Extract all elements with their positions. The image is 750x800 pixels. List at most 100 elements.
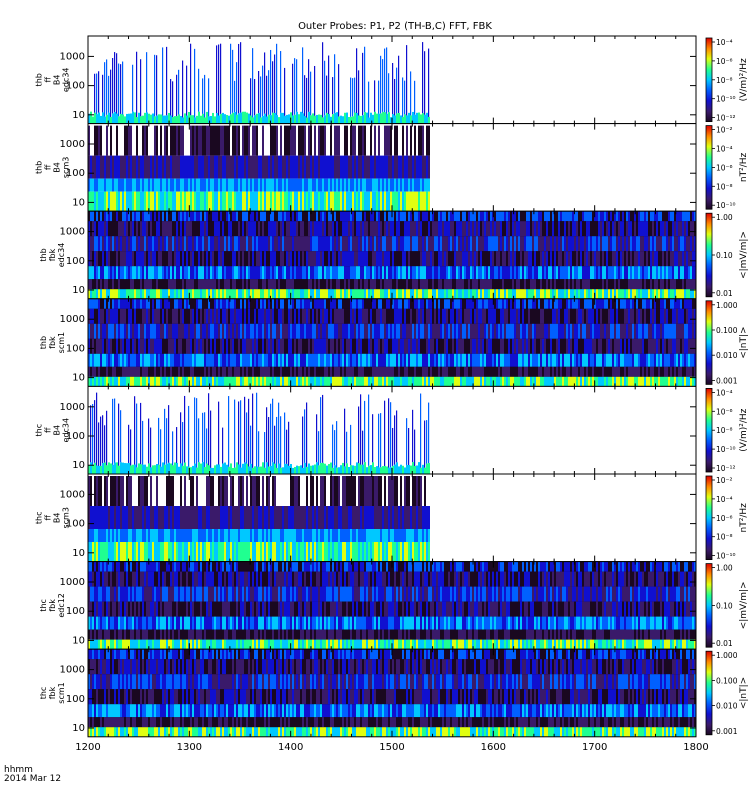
spectral-cell — [252, 289, 254, 299]
spectral-cell — [256, 323, 258, 339]
spectral-cell — [468, 308, 470, 324]
spectral-cell — [194, 289, 196, 299]
spectral-cell — [690, 266, 692, 280]
spectral-cell — [384, 112, 386, 124]
spectral-cell — [410, 353, 412, 367]
spectral-cell — [370, 211, 372, 222]
spectral-cell — [104, 116, 106, 124]
spectral-cell — [362, 125, 364, 156]
spectral-cell — [290, 266, 292, 280]
spectral-cell — [342, 125, 344, 156]
spectral-cell — [384, 178, 386, 192]
spectral-cell — [256, 125, 258, 156]
spectral-cell — [310, 211, 312, 222]
spectral-cell — [246, 308, 248, 324]
spectral-cell — [244, 353, 246, 367]
spectral-cell — [238, 279, 240, 290]
spectral-cell — [404, 80, 406, 115]
spectral-cell — [652, 236, 654, 252]
spectral-cell — [550, 366, 552, 377]
spectral-cell — [486, 279, 488, 290]
spectral-cell — [484, 289, 486, 299]
spectral-cell — [312, 236, 314, 252]
spectral-cell — [618, 279, 620, 290]
spectral-cell — [466, 376, 468, 387]
spectral-cell — [308, 155, 310, 179]
spectral-cell — [96, 178, 98, 192]
spectral-cell — [382, 376, 384, 387]
spectral-cell — [174, 376, 176, 387]
spectral-cell — [562, 236, 564, 252]
spectral-cell — [464, 211, 466, 222]
spectral-cell — [88, 266, 90, 280]
spectral-cell — [198, 178, 200, 192]
spectral-cell — [216, 125, 218, 156]
spectral-cell — [512, 366, 514, 377]
spectral-cell — [168, 155, 170, 179]
spectral-cell — [434, 338, 436, 354]
spectral-cell — [664, 236, 666, 252]
spectral-cell — [520, 308, 522, 324]
spectral-cell — [228, 211, 230, 222]
spectral-cell — [138, 289, 140, 299]
spectral-cell — [434, 236, 436, 252]
spectral-cell — [208, 279, 210, 290]
spectral-cell — [302, 298, 304, 309]
spectral-cell — [102, 366, 104, 377]
spectral-cell — [320, 279, 322, 290]
spectral-cell — [264, 178, 266, 192]
spectral-cell — [566, 266, 568, 280]
spectral-cell — [122, 114, 124, 124]
spectral-cell — [424, 323, 426, 339]
spectral-cell — [444, 298, 446, 309]
spectral-cell — [278, 266, 280, 280]
spectral-cell — [630, 289, 632, 299]
spectral-cell — [118, 366, 120, 377]
spectral-cell — [602, 236, 604, 252]
spectral-cell — [306, 289, 308, 299]
spectral-cell — [244, 178, 246, 192]
spectral-cell — [316, 125, 318, 156]
spectral-cell — [268, 266, 270, 280]
spectral-cell — [156, 251, 158, 267]
spectral-cell — [252, 353, 254, 367]
spectral-cell — [262, 65, 264, 117]
spectral-cell — [358, 211, 360, 222]
spectral-cell — [510, 298, 512, 309]
spectral-cell — [356, 113, 358, 124]
spectral-cell — [278, 298, 280, 309]
spectral-cell — [188, 191, 190, 212]
spectral-cell — [310, 191, 312, 212]
spectral-cell — [300, 338, 302, 354]
spectral-cell — [450, 236, 452, 252]
spectral-cell — [664, 279, 666, 290]
spectral-cell — [160, 323, 162, 339]
spectral-cell — [262, 178, 264, 192]
spectral-cell — [246, 112, 248, 124]
spectral-cell — [194, 323, 196, 339]
spectral-cell — [606, 236, 608, 252]
spectral-cell — [194, 191, 196, 212]
spectral-cell — [174, 236, 176, 252]
spectral-cell — [246, 366, 248, 377]
spectral-cell — [264, 279, 266, 290]
spectral-cell — [504, 211, 506, 222]
spectral-cell — [396, 236, 398, 252]
spectral-cell — [480, 236, 482, 252]
spectral-cell — [502, 323, 504, 339]
spectral-cell — [208, 376, 210, 387]
spectral-cell — [326, 211, 328, 222]
spectral-cell — [306, 308, 308, 324]
spectrogram-cells — [88, 125, 430, 212]
spectral-cell — [234, 221, 236, 237]
spectral-cell — [300, 323, 302, 339]
spectral-cell — [108, 191, 110, 212]
spectral-cell — [694, 221, 696, 237]
spectral-cell — [378, 298, 380, 309]
spectral-cell — [140, 191, 142, 212]
spectral-cell — [182, 178, 184, 192]
spectral-cell — [454, 308, 456, 324]
spectral-cell — [300, 353, 302, 367]
spectral-cell — [184, 366, 186, 377]
spectral-cell — [288, 221, 290, 237]
